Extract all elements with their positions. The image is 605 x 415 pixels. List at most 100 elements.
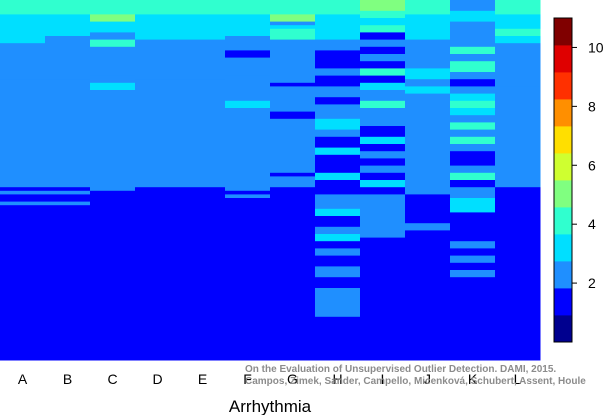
colorbar-swatch [554,45,572,73]
heatmap-cell [360,68,406,77]
heatmap-cell [405,223,451,231]
heatmap-cell [315,0,361,15]
heatmap-cell [45,79,91,91]
heatmap-cell [225,36,271,51]
heatmap-cell [45,90,91,188]
heatmap-cell [180,187,226,192]
colorbar-swatch [554,234,572,262]
heatmap-cell [180,0,226,15]
heatmap-cell [315,154,361,163]
heatmap-cell [360,126,406,138]
x-tick-label: A [18,371,28,387]
heatmap-cell [45,36,91,80]
heatmap-cell [315,129,361,138]
heatmap-cell [315,14,361,41]
credit-line-1: On the Evaluation of Unsupervised Outlie… [245,364,556,375]
heatmap-cell [360,237,406,361]
heatmap-cell [315,50,361,59]
heatmap-cell [450,100,496,109]
heatmap-cell [405,86,451,95]
heatmap-cell [360,10,406,19]
heatmap-cell [450,165,496,174]
heatmap-cell [360,18,406,26]
colorbar-frame [553,17,573,343]
heatmap-cell [450,93,496,102]
heatmap-cell [315,162,361,174]
heatmap-cell [225,198,271,206]
heatmap-cell [360,136,406,145]
heatmap-cell [90,32,136,41]
heatmap-cell [450,262,496,271]
heatmap-cell [315,241,361,249]
heatmap-cell [450,129,496,138]
heatmap-cell [0,201,46,206]
colorbar-swatch [554,261,572,289]
colorbar [553,17,573,343]
heatmap-cell [360,0,406,12]
heatmap-cell [315,180,361,188]
heatmap-cell [315,39,361,51]
heatmap-cell [135,187,181,192]
heatmap-cell [270,118,316,174]
colorbar-swatch [554,207,572,235]
heatmap-cell [360,144,406,152]
heatmap-cell [360,180,406,188]
heatmap-cell [450,151,496,167]
heatmap-cell [450,172,496,181]
heatmap-cell [90,14,136,23]
heatmap-cell [360,187,406,195]
x-tick-labels: A B C D E F G H I J K L [18,371,522,387]
heatmap-cell [360,100,406,109]
colorbar-ticks: 2 4 6 8 10 [572,39,604,291]
colorbar-swatch [554,72,572,100]
heatmap-cell [270,172,316,177]
heatmap-cell [135,190,181,361]
heatmap-cell [360,32,406,41]
x-tick-label: G [287,371,298,387]
colorbar-tick-label: 10 [588,39,604,55]
colorbar-tick-label: 8 [588,98,596,114]
heatmap-cell [450,187,496,199]
heatmap-cell [450,277,496,361]
heatmap-cell [180,39,226,80]
x-tick-label: E [198,371,207,387]
heatmap-cell [270,82,316,87]
heatmap-cell [45,0,91,15]
colorbar-swatch [554,180,572,208]
heatmap-cell [450,270,496,278]
heatmap-cell [495,14,541,30]
x-tick-label: C [107,371,117,387]
heatmap-cell [90,39,136,48]
heatmap-cell [405,194,451,224]
x-tick-label: I [381,371,385,387]
heatmap-cell [90,82,136,91]
heatmap-cell [0,79,46,91]
heatmap-cell [0,0,46,15]
colorbar-swatch [554,153,572,181]
heatmap-cell [0,14,46,44]
colorbar-swatch [554,288,572,316]
x-tick-label: J [424,371,431,387]
heatmap-cell [495,28,541,37]
heatmap-cell [315,68,361,77]
heatmap-cell [315,226,361,235]
heatmap-cell [315,75,361,87]
heatmap-cell [270,176,316,188]
heatmap-cell [360,75,406,84]
heatmap-cell [90,75,136,84]
credit-line-2: Campos, Zimek, Sander, Campello, Micenko… [245,376,586,387]
heatmap-cell [315,248,361,257]
heatmap-cell [360,108,406,127]
heatmap-cell [270,28,316,41]
heatmap-cell [360,54,406,62]
heatmap-cell [495,187,541,361]
heatmap-cell [225,194,271,199]
heatmap-cell [405,0,451,15]
heatmap-cell [315,316,361,361]
heatmap-cell [315,234,361,242]
heatmap-cell [405,230,451,361]
heatmap-cell [450,0,496,12]
colorbar-swatch [554,126,572,154]
heatmap-cell [90,46,136,77]
heatmap-cell [315,136,361,149]
